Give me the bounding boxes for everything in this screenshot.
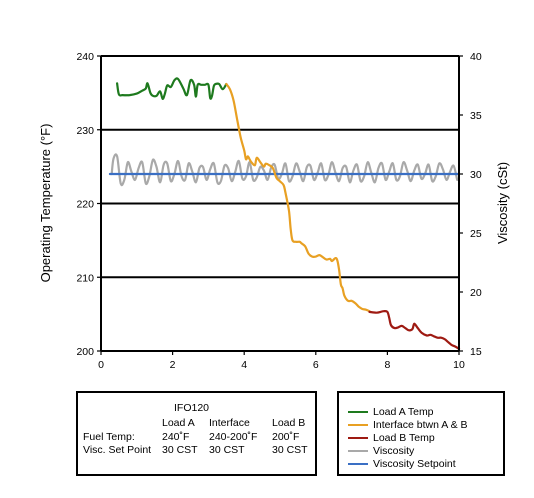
legend-swatch [348, 462, 368, 466]
y2-tick-label: 25 [470, 228, 482, 240]
series-line-load-a-temp [116, 77, 228, 100]
info-col-load-b: Load B [272, 417, 306, 429]
info-row2-load-a: 30 CST [162, 444, 198, 456]
legend-swatch [348, 410, 368, 414]
x-tick-label: 6 [313, 359, 319, 371]
y2-tick-label: 20 [470, 287, 482, 299]
legend-item-interface: Interface btwn A & B [348, 419, 468, 431]
legend-label: Load A Temp [373, 406, 434, 418]
gridlines [101, 128, 459, 279]
y-tick-label: 200 [76, 346, 94, 358]
y2-tick-label: 35 [470, 110, 482, 122]
legend-swatch [348, 436, 368, 440]
y-tick-label: 240 [76, 51, 94, 63]
x-tick-label: 8 [384, 359, 390, 371]
info-col-interface: Interface [209, 417, 250, 429]
legend-label: Viscosity [373, 445, 415, 457]
series-lines [108, 77, 461, 350]
legend-swatch [348, 449, 368, 453]
info-row2-load-b: 30 CST [272, 444, 308, 456]
y-tick-label: 210 [76, 272, 94, 284]
x-tick-label: 0 [98, 359, 104, 371]
y-tick-label: 220 [76, 199, 94, 211]
legend-label: Interface btwn A & B [373, 419, 468, 431]
legend-item-viscosity: Viscosity [348, 445, 414, 457]
legend-label: Load B Temp [373, 432, 435, 444]
y2-tick-label: 15 [470, 346, 482, 358]
series-line-interface-btwn-a-b [225, 82, 371, 313]
info-row1-interface: 240-200˚F [209, 431, 258, 443]
info-row2-label: Visc. Set Point [83, 444, 152, 456]
tick-labels: 0 2 4 6 8 10 200 210 220 230 240 15 20 25 30 35 40 [76, 51, 481, 371]
info-col-load-a: Load A [162, 417, 195, 429]
series-line-load-b-temp [368, 309, 461, 350]
info-row1-load-a: 240˚F [162, 431, 190, 443]
y2-tick-label: 30 [470, 169, 482, 181]
x-tick-label: 2 [170, 359, 176, 371]
x-tick-label: 10 [453, 359, 465, 371]
y-tick-label: 230 [76, 125, 94, 137]
legend: Load A Temp Interface btwn A & B Load B … [337, 391, 505, 476]
info-row1-load-b: 200˚F [272, 431, 300, 443]
legend-label: Viscosity Setpoint [373, 458, 456, 470]
y2-tick-label: 40 [470, 51, 482, 63]
fuel-info-box: IFO120 Load A Interface Load B Fuel Temp… [76, 391, 317, 476]
info-row1-label: Fuel Temp: [83, 431, 135, 443]
info-row2-interface: 30 CST [209, 444, 245, 456]
y-axis-label: Operating Temperature (°F) [38, 124, 53, 283]
y2-axis-label: Viscosity (cSt) [495, 162, 510, 244]
x-tick-label: 4 [241, 359, 247, 371]
legend-item-load-b-temp: Load B Temp [348, 432, 435, 444]
legend-item-load-a-temp: Load A Temp [348, 406, 434, 418]
legend-item-viscosity-setpoint: Viscosity Setpoint [348, 458, 456, 470]
series-line-viscosity [110, 153, 459, 187]
info-title: IFO120 [174, 402, 210, 414]
legend-swatch [348, 423, 368, 427]
